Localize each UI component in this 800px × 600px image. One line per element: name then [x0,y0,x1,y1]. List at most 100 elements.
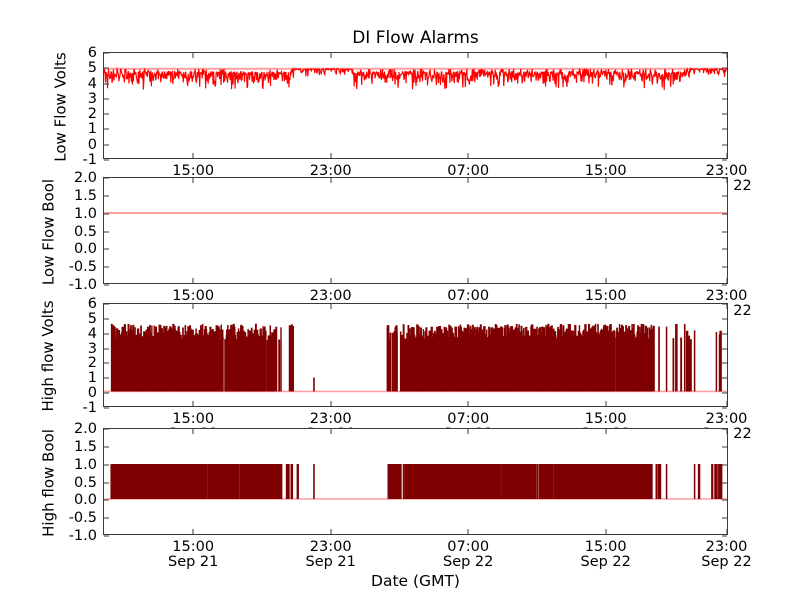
y-axis-label: High flow Bool [39,428,57,537]
y-tick-mark [104,284,109,286]
y-tick-mark [104,159,109,161]
x-tick-mark-bottom [330,529,332,534]
x-tick-time: 07:00 [447,288,490,304]
x-tick-mark-bottom [467,153,469,158]
x-tick-date: Sep 22 [442,553,494,570]
y-tick-mark [104,128,109,130]
figure-title: DI Flow Alarms [352,28,479,48]
x-tick-time: 23:00 [309,288,352,304]
y-tick-mark [722,98,727,100]
x-tick-mark-bottom [467,401,469,406]
x-tick-time: 23:00 [705,411,748,427]
y-tick-mark [104,83,109,85]
y-tick-mark [104,407,109,409]
data-series-layer [104,66,727,91]
y-tick-mark [104,266,109,268]
x-tick-mark-bottom [726,529,727,534]
x-tick-time: 23:00 [309,411,352,427]
y-tick-mark [104,213,109,215]
y-tick-label: 6 [87,45,97,61]
y-tick-mark [104,499,109,501]
y-tick-mark [722,535,727,537]
x-tick-time: 23:00 [309,539,352,555]
x-tick-mark-bottom [726,401,727,406]
y-tick-label: 1.5 [73,187,97,204]
y-tick-mark [722,67,727,69]
y-tick-mark [104,333,109,335]
x-tick-mark-bottom [192,401,194,406]
x-tick-mark-bottom [467,529,469,534]
x-tick-mark-bottom [330,278,332,283]
x-tick-mark-top [605,53,607,58]
y-tick-label: 1.5 [73,438,97,455]
y-tick-label: 1 [87,370,97,387]
y-tick-mark [722,362,727,364]
y-tick-mark [104,517,109,519]
y-tick-mark [722,266,727,268]
y-tick-mark [722,248,727,250]
y-tick-mark [722,377,727,379]
y-tick-label: -1.0 [68,277,97,293]
x-tick-time: 15:00 [584,539,627,555]
y-tick-mark [104,231,109,232]
plot-area [104,178,727,283]
x-tick-mark-top [467,429,469,434]
y-tick-mark [104,144,109,146]
y-tick-mark [722,464,727,466]
x-tick-mark-bottom [605,529,607,534]
x-tick-time: 15:00 [172,539,215,555]
x-tick-mark-top [605,178,607,183]
plot-area [104,304,727,406]
x-tick-mark-top [726,53,727,58]
y-tick-mark [722,195,727,197]
data-series-layer [104,323,727,393]
y-tick-mark [722,213,727,215]
x-tick-time: 15:00 [584,163,627,179]
y-tick-mark [104,446,109,448]
y-tick-mark [104,67,109,69]
y-tick-mark [104,482,109,483]
y-tick-label: 0 [87,385,97,402]
y-tick-label: 0.5 [73,223,97,240]
y-tick-mark [104,348,109,350]
plot-area [104,429,727,534]
x-tick-mark-top [192,53,194,58]
x-tick-time: 23:00 [309,163,352,179]
y-tick-label: 2.0 [73,421,97,437]
x-tick-mark-bottom [192,278,194,283]
x-tick-mark-top [605,429,607,434]
x-tick-mark-bottom [605,401,607,406]
y-tick-mark [104,362,109,364]
x-tick-mark-bottom [605,153,607,158]
x-tick-time: 15:00 [172,163,215,179]
x-tick-mark-top [726,304,727,309]
y-tick-label: 3 [87,90,97,107]
y-tick-mark [722,482,727,483]
y-tick-mark [722,407,727,409]
x-tick-mark-bottom [330,401,332,406]
y-tick-mark [104,52,109,54]
x-tick-mark-top [467,178,469,183]
y-tick-label: -1.0 [68,528,97,544]
x-tick-mark-top [192,178,194,183]
x-tick-date: Sep 22 [701,553,752,570]
y-tick-mark [722,446,727,448]
x-tick-mark-top [192,304,194,309]
y-tick-label: 3 [87,340,97,357]
y-tick-mark [722,177,727,179]
y-tick-label: 0 [87,136,97,153]
y-tick-mark [104,113,109,115]
y-tick-label: 0.5 [73,474,97,491]
x-tick-date: Sep 21 [305,553,356,570]
x-tick-mark-top [605,304,607,309]
x-tick-time: 07:00 [447,163,490,179]
y-tick-mark [722,303,727,305]
x-tick-time: 07:00 [447,411,490,427]
y-tick-label: 2 [87,355,97,372]
x-tick-time: 23:00 [705,288,748,304]
x-tick-time: 15:00 [172,411,215,427]
